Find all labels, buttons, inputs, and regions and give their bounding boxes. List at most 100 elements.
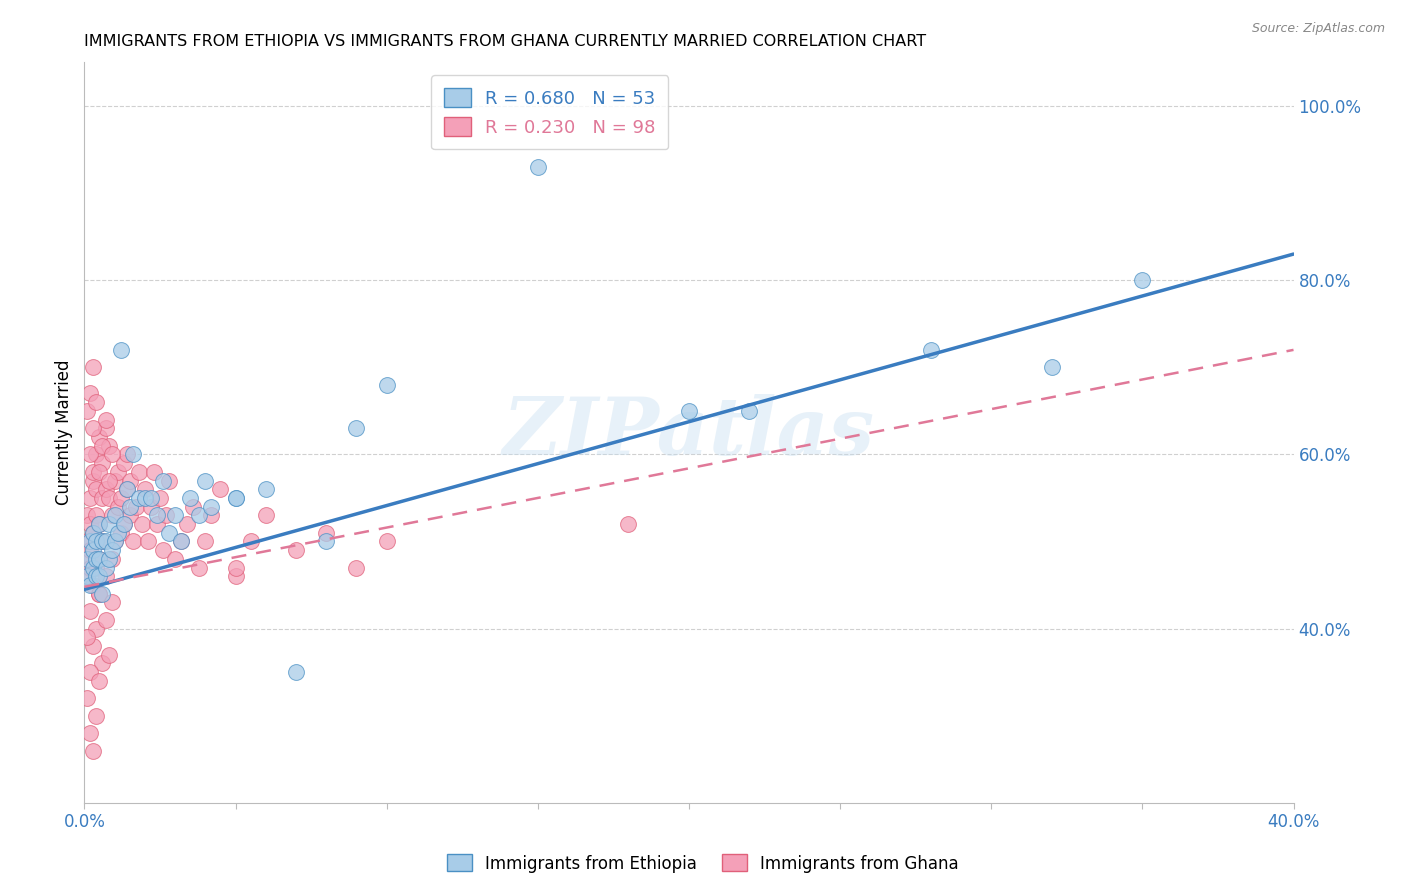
Point xyxy=(89,517,111,532)
Point xyxy=(139,491,162,505)
Point xyxy=(118,500,141,514)
Point xyxy=(104,474,127,488)
Point xyxy=(79,447,101,461)
Point xyxy=(121,447,143,461)
Text: IMMIGRANTS FROM ETHIOPIA VS IMMIGRANTS FROM GHANA CURRENTLY MARRIED CORRELATION : IMMIGRANTS FROM ETHIOPIA VS IMMIGRANTS F… xyxy=(84,34,927,49)
Point xyxy=(346,560,368,574)
Point xyxy=(94,613,117,627)
Point xyxy=(125,500,148,514)
Point xyxy=(118,474,141,488)
Point xyxy=(79,665,101,680)
Point xyxy=(82,474,104,488)
Point xyxy=(82,465,104,479)
Point xyxy=(76,569,98,583)
Point xyxy=(76,404,98,418)
Point xyxy=(86,482,108,496)
Point xyxy=(254,508,277,523)
Point xyxy=(152,474,174,488)
Point xyxy=(94,534,117,549)
Point xyxy=(200,508,222,523)
Point xyxy=(86,560,108,574)
Point xyxy=(82,560,104,574)
Point xyxy=(112,517,135,532)
Point xyxy=(94,569,117,583)
Point xyxy=(97,552,120,566)
Point xyxy=(86,534,108,549)
Text: ZIPatlas: ZIPatlas xyxy=(503,394,875,471)
Point xyxy=(82,639,104,653)
Point xyxy=(118,508,141,523)
Point xyxy=(188,508,211,523)
Point xyxy=(738,404,761,418)
Point xyxy=(94,412,117,426)
Point xyxy=(94,482,117,496)
Point xyxy=(82,578,104,592)
Point xyxy=(82,525,104,540)
Point xyxy=(91,491,114,505)
Point xyxy=(181,500,204,514)
Point xyxy=(115,447,138,461)
Point xyxy=(91,439,114,453)
Point xyxy=(107,465,129,479)
Point xyxy=(165,552,187,566)
Point xyxy=(89,552,111,566)
Point xyxy=(79,543,101,558)
Point xyxy=(285,665,308,680)
Point xyxy=(89,587,111,601)
Point xyxy=(86,447,108,461)
Point xyxy=(97,648,120,662)
Point xyxy=(617,517,640,532)
Point xyxy=(149,491,172,505)
Point xyxy=(104,534,127,549)
Point xyxy=(82,421,104,435)
Point xyxy=(97,474,120,488)
Point xyxy=(94,560,117,574)
Point xyxy=(194,534,217,549)
Point xyxy=(131,517,153,532)
Point xyxy=(79,491,101,505)
Point xyxy=(86,622,108,636)
Point xyxy=(142,465,165,479)
Point xyxy=(107,525,129,540)
Point xyxy=(104,534,127,549)
Point xyxy=(76,691,98,706)
Point xyxy=(254,482,277,496)
Point xyxy=(285,543,308,558)
Point xyxy=(89,587,111,601)
Point xyxy=(920,343,942,357)
Point xyxy=(165,508,187,523)
Point xyxy=(79,560,101,574)
Point xyxy=(194,474,217,488)
Point xyxy=(97,491,120,505)
Point xyxy=(157,474,180,488)
Point xyxy=(86,569,108,583)
Point xyxy=(155,508,177,523)
Point xyxy=(315,525,337,540)
Point xyxy=(128,491,150,505)
Point xyxy=(91,534,114,549)
Point xyxy=(76,552,98,566)
Point xyxy=(76,508,98,523)
Point xyxy=(104,508,127,523)
Point xyxy=(79,534,101,549)
Point xyxy=(128,465,150,479)
Point xyxy=(375,377,398,392)
Point xyxy=(79,386,101,401)
Point xyxy=(176,517,198,532)
Point xyxy=(110,525,132,540)
Point xyxy=(89,552,111,566)
Point xyxy=(225,491,247,505)
Legend: R = 0.680   N = 53, R = 0.230   N = 98: R = 0.680 N = 53, R = 0.230 N = 98 xyxy=(432,75,668,149)
Point xyxy=(82,360,104,375)
Text: Source: ZipAtlas.com: Source: ZipAtlas.com xyxy=(1251,22,1385,36)
Point xyxy=(89,430,111,444)
Point xyxy=(79,604,101,618)
Point xyxy=(346,421,368,435)
Point xyxy=(86,508,108,523)
Point xyxy=(110,343,132,357)
Point xyxy=(86,708,108,723)
Point xyxy=(76,534,98,549)
Point xyxy=(91,456,114,470)
Point xyxy=(139,500,162,514)
Point xyxy=(136,534,159,549)
